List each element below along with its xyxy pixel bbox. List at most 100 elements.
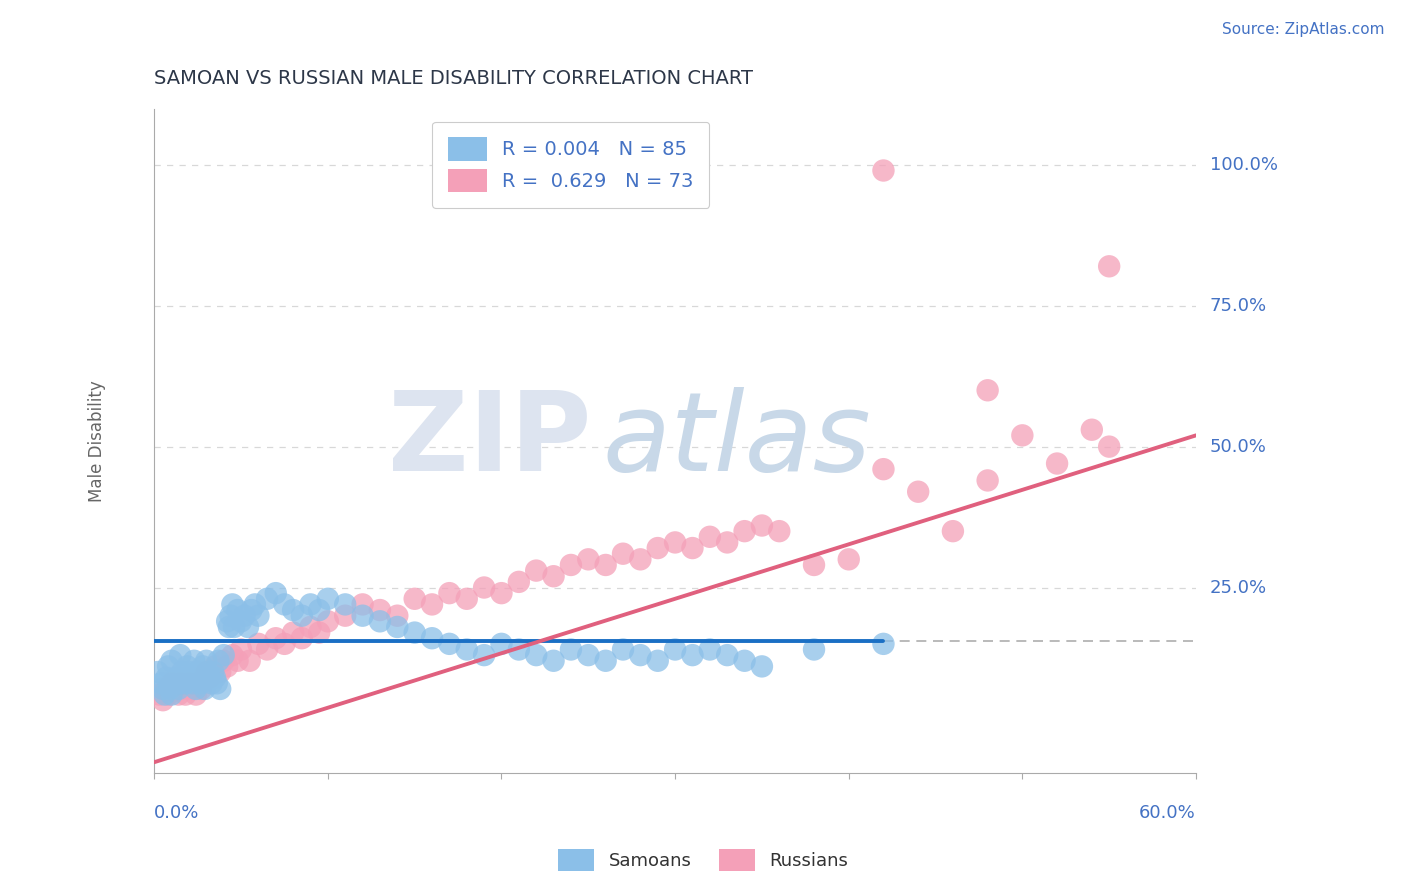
Point bbox=[456, 642, 478, 657]
Point bbox=[335, 598, 357, 612]
Point bbox=[751, 518, 773, 533]
Point bbox=[682, 648, 704, 662]
Point bbox=[217, 615, 239, 629]
Point bbox=[439, 586, 461, 600]
Point bbox=[682, 541, 704, 555]
Point bbox=[472, 581, 495, 595]
Point bbox=[560, 642, 582, 657]
Legend: R = 0.004   N = 85, R =  0.629   N = 73: R = 0.004 N = 85, R = 0.629 N = 73 bbox=[433, 121, 710, 208]
Point bbox=[160, 654, 183, 668]
Point bbox=[387, 608, 409, 623]
Point bbox=[181, 681, 204, 696]
Point bbox=[439, 637, 461, 651]
Point bbox=[212, 654, 235, 668]
Point bbox=[256, 642, 278, 657]
Point bbox=[316, 615, 339, 629]
Point bbox=[576, 648, 599, 662]
Point bbox=[628, 552, 651, 566]
Point bbox=[734, 654, 756, 668]
Point bbox=[838, 552, 860, 566]
Point bbox=[264, 631, 287, 645]
Point bbox=[159, 681, 181, 696]
Point bbox=[181, 676, 204, 690]
Point bbox=[169, 676, 191, 690]
Point bbox=[173, 671, 195, 685]
Point bbox=[1046, 457, 1069, 471]
Point bbox=[218, 620, 240, 634]
Point bbox=[491, 637, 513, 651]
Point bbox=[212, 648, 235, 662]
Point bbox=[229, 615, 252, 629]
Point bbox=[160, 676, 183, 690]
Point bbox=[352, 608, 374, 623]
Point bbox=[169, 676, 191, 690]
Point bbox=[155, 671, 177, 685]
Point bbox=[308, 625, 330, 640]
Point bbox=[420, 631, 443, 645]
Point bbox=[595, 558, 617, 572]
Point bbox=[190, 681, 212, 696]
Point bbox=[226, 603, 249, 617]
Point bbox=[1011, 428, 1033, 442]
Point bbox=[1098, 440, 1121, 454]
Point bbox=[612, 642, 634, 657]
Point bbox=[184, 681, 207, 696]
Legend: Samoans, Russians: Samoans, Russians bbox=[551, 842, 855, 879]
Point bbox=[221, 598, 243, 612]
Point bbox=[872, 163, 894, 178]
Point bbox=[209, 665, 232, 679]
Point bbox=[273, 598, 295, 612]
Text: SAMOAN VS RUSSIAN MALE DISABILITY CORRELATION CHART: SAMOAN VS RUSSIAN MALE DISABILITY CORREL… bbox=[155, 69, 754, 87]
Point bbox=[768, 524, 790, 538]
Point bbox=[368, 615, 391, 629]
Point bbox=[146, 665, 169, 679]
Point bbox=[595, 654, 617, 668]
Point bbox=[1098, 260, 1121, 274]
Text: atlas: atlas bbox=[602, 387, 870, 494]
Point bbox=[177, 665, 200, 679]
Point bbox=[160, 688, 183, 702]
Point bbox=[204, 671, 226, 685]
Point bbox=[198, 671, 221, 685]
Point bbox=[664, 642, 686, 657]
Point bbox=[195, 654, 218, 668]
Point bbox=[165, 681, 187, 696]
Point bbox=[628, 648, 651, 662]
Point bbox=[699, 530, 721, 544]
Point bbox=[612, 547, 634, 561]
Point bbox=[387, 620, 409, 634]
Point bbox=[368, 603, 391, 617]
Point bbox=[202, 665, 225, 679]
Point bbox=[524, 564, 547, 578]
Point bbox=[155, 681, 177, 696]
Point bbox=[491, 586, 513, 600]
Point bbox=[209, 681, 232, 696]
Point bbox=[281, 603, 304, 617]
Point bbox=[187, 665, 209, 679]
Point bbox=[420, 598, 443, 612]
Text: 100.0%: 100.0% bbox=[1211, 156, 1278, 174]
Point bbox=[543, 569, 565, 583]
Point bbox=[166, 671, 188, 685]
Point bbox=[198, 671, 221, 685]
Point bbox=[240, 603, 263, 617]
Point bbox=[197, 665, 219, 679]
Point bbox=[157, 688, 180, 702]
Point bbox=[169, 648, 191, 662]
Point bbox=[281, 625, 304, 640]
Point bbox=[647, 541, 669, 555]
Point bbox=[224, 620, 246, 634]
Point bbox=[404, 591, 426, 606]
Point bbox=[543, 654, 565, 668]
Point bbox=[190, 676, 212, 690]
Point bbox=[803, 558, 825, 572]
Point bbox=[508, 574, 530, 589]
Point bbox=[299, 598, 322, 612]
Point bbox=[191, 659, 214, 673]
Point bbox=[187, 676, 209, 690]
Point bbox=[239, 654, 262, 668]
Point bbox=[291, 631, 314, 645]
Point bbox=[167, 681, 190, 696]
Point bbox=[872, 637, 894, 651]
Point bbox=[335, 608, 357, 623]
